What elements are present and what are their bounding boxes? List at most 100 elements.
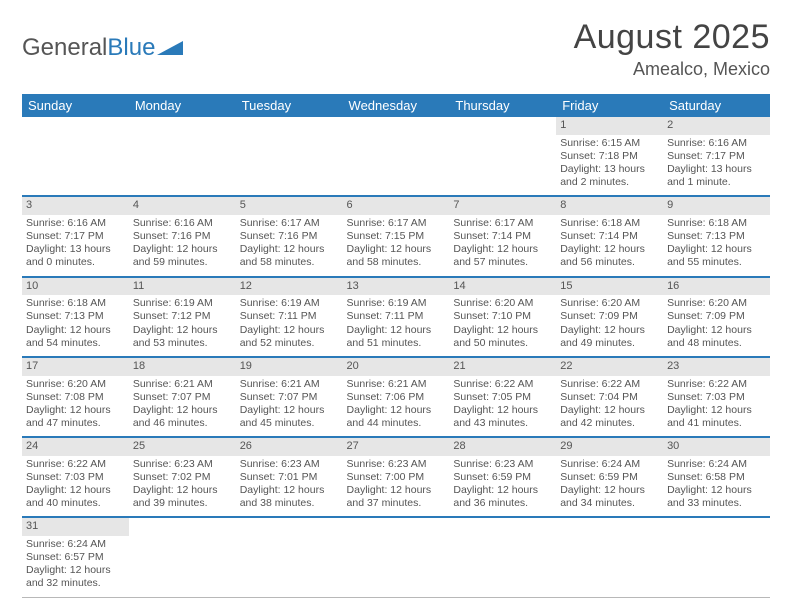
day-detail: Sunrise: 6:22 AM Sunset: 7:05 PM Dayligh…	[449, 376, 556, 438]
day-number: 6	[343, 196, 450, 215]
day-detail	[449, 536, 556, 597]
detail-row: Sunrise: 6:22 AM Sunset: 7:03 PM Dayligh…	[22, 456, 770, 518]
day-detail: Sunrise: 6:23 AM Sunset: 6:59 PM Dayligh…	[449, 456, 556, 518]
day-detail	[663, 536, 770, 597]
calendar-table: SundayMondayTuesdayWednesdayThursdayFrid…	[22, 94, 770, 598]
day-number	[449, 517, 556, 536]
detail-row: Sunrise: 6:16 AM Sunset: 7:17 PM Dayligh…	[22, 215, 770, 277]
day-detail: Sunrise: 6:23 AM Sunset: 7:01 PM Dayligh…	[236, 456, 343, 518]
day-detail	[236, 135, 343, 197]
day-detail: Sunrise: 6:23 AM Sunset: 7:02 PM Dayligh…	[129, 456, 236, 518]
day-detail: Sunrise: 6:16 AM Sunset: 7:17 PM Dayligh…	[663, 135, 770, 197]
day-number: 24	[22, 437, 129, 456]
day-detail	[22, 135, 129, 197]
day-detail	[129, 135, 236, 197]
day-number: 13	[343, 277, 450, 296]
day-number	[663, 517, 770, 536]
daynum-row: 10111213141516	[22, 277, 770, 296]
day-number: 16	[663, 277, 770, 296]
daynum-row: 3456789	[22, 196, 770, 215]
day-number: 7	[449, 196, 556, 215]
day-number: 2	[663, 117, 770, 135]
day-detail	[129, 536, 236, 597]
day-number: 20	[343, 357, 450, 376]
daynum-row: 12	[22, 117, 770, 135]
day-number: 14	[449, 277, 556, 296]
day-detail: Sunrise: 6:18 AM Sunset: 7:13 PM Dayligh…	[22, 295, 129, 357]
logo-text-1: General	[22, 34, 107, 62]
location-label: Amealco, Mexico	[574, 59, 770, 80]
day-number: 8	[556, 196, 663, 215]
day-number: 31	[22, 517, 129, 536]
day-detail: Sunrise: 6:21 AM Sunset: 7:07 PM Dayligh…	[129, 376, 236, 438]
day-number: 23	[663, 357, 770, 376]
day-detail	[343, 135, 450, 197]
detail-row: Sunrise: 6:24 AM Sunset: 6:57 PM Dayligh…	[22, 536, 770, 597]
daynum-row: 31	[22, 517, 770, 536]
day-number	[22, 117, 129, 135]
day-detail: Sunrise: 6:15 AM Sunset: 7:18 PM Dayligh…	[556, 135, 663, 197]
day-detail: Sunrise: 6:24 AM Sunset: 6:58 PM Dayligh…	[663, 456, 770, 518]
day-detail: Sunrise: 6:18 AM Sunset: 7:13 PM Dayligh…	[663, 215, 770, 277]
day-number: 15	[556, 277, 663, 296]
day-detail	[343, 536, 450, 597]
day-detail: Sunrise: 6:19 AM Sunset: 7:11 PM Dayligh…	[343, 295, 450, 357]
day-number: 10	[22, 277, 129, 296]
day-detail: Sunrise: 6:17 AM Sunset: 7:14 PM Dayligh…	[449, 215, 556, 277]
logo: GeneralBlue	[22, 18, 183, 62]
day-number: 1	[556, 117, 663, 135]
day-number	[343, 517, 450, 536]
day-number: 30	[663, 437, 770, 456]
day-detail: Sunrise: 6:21 AM Sunset: 7:06 PM Dayligh…	[343, 376, 450, 438]
day-number: 9	[663, 196, 770, 215]
day-detail: Sunrise: 6:17 AM Sunset: 7:16 PM Dayligh…	[236, 215, 343, 277]
page-header: GeneralBlue August 2025 Amealco, Mexico	[22, 18, 770, 80]
day-header: Friday	[556, 94, 663, 117]
day-header: Monday	[129, 94, 236, 117]
day-number: 21	[449, 357, 556, 376]
day-number: 3	[22, 196, 129, 215]
detail-row: Sunrise: 6:20 AM Sunset: 7:08 PM Dayligh…	[22, 376, 770, 438]
day-number	[556, 517, 663, 536]
day-number	[343, 117, 450, 135]
day-number: 18	[129, 357, 236, 376]
day-header: Saturday	[663, 94, 770, 117]
day-detail: Sunrise: 6:18 AM Sunset: 7:14 PM Dayligh…	[556, 215, 663, 277]
day-detail	[556, 536, 663, 597]
day-header: Sunday	[22, 94, 129, 117]
daynum-row: 24252627282930	[22, 437, 770, 456]
day-header: Tuesday	[236, 94, 343, 117]
logo-icon	[157, 34, 183, 62]
day-number	[449, 117, 556, 135]
day-detail: Sunrise: 6:20 AM Sunset: 7:09 PM Dayligh…	[556, 295, 663, 357]
day-number: 29	[556, 437, 663, 456]
day-number: 12	[236, 277, 343, 296]
day-number	[236, 517, 343, 536]
day-number: 27	[343, 437, 450, 456]
day-number: 19	[236, 357, 343, 376]
day-detail: Sunrise: 6:19 AM Sunset: 7:11 PM Dayligh…	[236, 295, 343, 357]
day-detail: Sunrise: 6:16 AM Sunset: 7:17 PM Dayligh…	[22, 215, 129, 277]
day-number: 22	[556, 357, 663, 376]
day-number: 25	[129, 437, 236, 456]
day-number	[236, 117, 343, 135]
day-detail: Sunrise: 6:21 AM Sunset: 7:07 PM Dayligh…	[236, 376, 343, 438]
day-detail: Sunrise: 6:24 AM Sunset: 6:59 PM Dayligh…	[556, 456, 663, 518]
day-detail: Sunrise: 6:19 AM Sunset: 7:12 PM Dayligh…	[129, 295, 236, 357]
daynum-row: 17181920212223	[22, 357, 770, 376]
day-detail: Sunrise: 6:22 AM Sunset: 7:04 PM Dayligh…	[556, 376, 663, 438]
day-detail: Sunrise: 6:22 AM Sunset: 7:03 PM Dayligh…	[22, 456, 129, 518]
month-title: August 2025	[574, 18, 770, 57]
day-number	[129, 117, 236, 135]
day-number: 26	[236, 437, 343, 456]
day-number: 5	[236, 196, 343, 215]
calendar-header-row: SundayMondayTuesdayWednesdayThursdayFrid…	[22, 94, 770, 117]
day-detail: Sunrise: 6:17 AM Sunset: 7:15 PM Dayligh…	[343, 215, 450, 277]
day-header: Wednesday	[343, 94, 450, 117]
day-number: 17	[22, 357, 129, 376]
day-detail: Sunrise: 6:16 AM Sunset: 7:16 PM Dayligh…	[129, 215, 236, 277]
day-detail	[449, 135, 556, 197]
day-detail: Sunrise: 6:20 AM Sunset: 7:10 PM Dayligh…	[449, 295, 556, 357]
day-number: 28	[449, 437, 556, 456]
day-detail: Sunrise: 6:22 AM Sunset: 7:03 PM Dayligh…	[663, 376, 770, 438]
